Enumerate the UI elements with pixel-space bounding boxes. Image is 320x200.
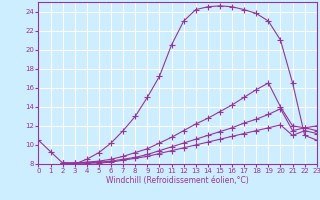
X-axis label: Windchill (Refroidissement éolien,°C): Windchill (Refroidissement éolien,°C) [106,176,249,185]
